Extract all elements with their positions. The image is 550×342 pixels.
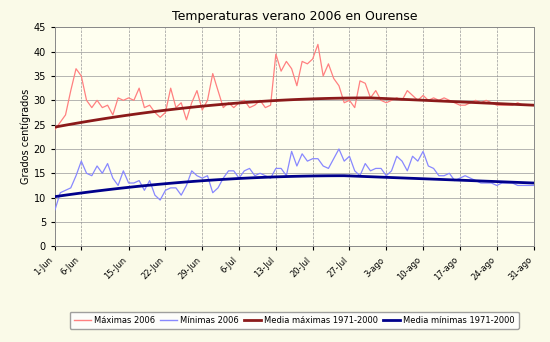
Legend: Máximas 2006, Mínimas 2006, Media máximas 1971-2000, Media mínimas 1971-2000: Máximas 2006, Mínimas 2006, Media máxima… — [70, 312, 519, 329]
Title: Temperaturas verano 2006 en Ourense: Temperaturas verano 2006 en Ourense — [172, 10, 417, 23]
Y-axis label: Grados centígrados: Grados centígrados — [20, 89, 31, 184]
